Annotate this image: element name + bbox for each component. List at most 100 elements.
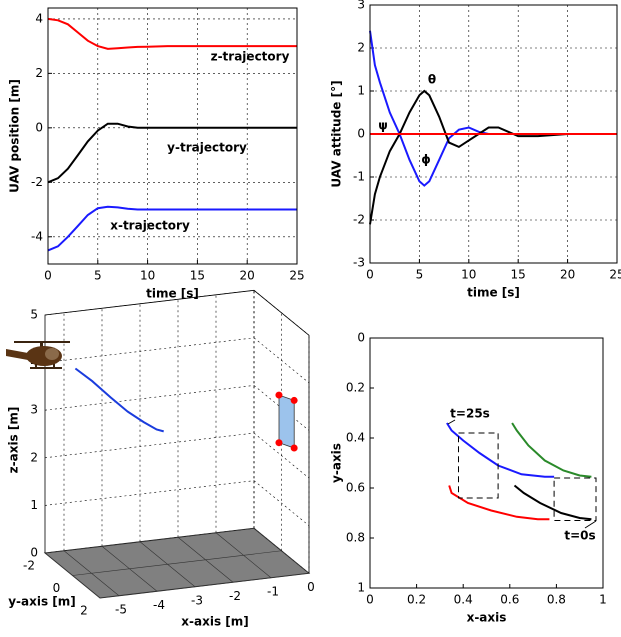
x-tick-label: 0.2 <box>407 593 426 607</box>
y-tick-label: -2 <box>23 559 35 573</box>
y-tick-label: 4 <box>35 11 43 25</box>
plot-frame <box>369 4 618 264</box>
z-tick-label: 1 <box>30 498 38 512</box>
helicopter-icon <box>6 341 70 369</box>
y-axis-label: UAV position [m] <box>8 79 22 193</box>
target-corner <box>275 439 283 447</box>
x-axis-label: time [s] <box>146 287 199 301</box>
y-tick-label: -1 <box>353 170 365 184</box>
x-tick-label: 10 <box>140 269 155 283</box>
annotation-connector <box>447 419 456 425</box>
floor-grid-line <box>99 572 310 599</box>
y-tick-label: -4 <box>31 229 43 243</box>
y-tick-label: 2 <box>35 66 43 80</box>
target-corner <box>290 396 298 404</box>
series-line <box>553 477 597 521</box>
grid-line <box>44 337 255 363</box>
x-tick-label: 0.6 <box>500 593 519 607</box>
x-axis-label: time [s] <box>467 286 520 300</box>
x-tick-label: 5 <box>416 268 424 282</box>
annotation-connector <box>584 520 597 529</box>
x-tick-label: 0 <box>366 593 374 607</box>
x-tick-label: -3 <box>191 593 203 607</box>
x-tick-label: -1 <box>267 584 279 598</box>
series-line <box>446 422 555 478</box>
y-tick-label: 0 <box>357 127 365 141</box>
annotation: x-trajectory <box>110 219 190 233</box>
x-tick-label: 25 <box>289 269 304 283</box>
x-tick-label: 5 <box>94 269 102 283</box>
series-line <box>47 205 297 252</box>
x-axis-label: x-axis <box>467 611 507 625</box>
x-tick-label: -4 <box>153 598 165 612</box>
y-tick-label: 2 <box>357 41 365 55</box>
y-tick-label: 1 <box>357 84 365 98</box>
annotation: ϕ <box>421 153 431 167</box>
z-axis-label: z-axis [m] <box>7 407 21 474</box>
y-tick-label: -2 <box>31 175 43 189</box>
floor-grid-line <box>44 527 255 554</box>
y-tick-label: 3 <box>357 0 365 12</box>
plot-frame <box>47 7 298 265</box>
series-line <box>448 485 550 521</box>
y-tick-label: -2 <box>353 213 365 227</box>
x-tick-label: 0.8 <box>547 593 566 607</box>
z-tick-label: 3 <box>30 403 38 417</box>
y-axis-label: y-axis <box>330 443 344 483</box>
grid-line <box>253 290 310 336</box>
z-tick-label: 0 <box>30 546 38 560</box>
trajectory-3d <box>74 367 164 433</box>
y-axis-label: UAV attitude [°] <box>330 80 344 187</box>
box-edge <box>44 289 310 574</box>
annotation: t=25s <box>450 407 490 421</box>
y-tick-label: 0.4 <box>346 431 365 445</box>
x-tick-label: 0.4 <box>454 593 473 607</box>
floor-grid-line <box>72 550 282 576</box>
plot-frame <box>369 337 604 589</box>
y-tick-label: 0.8 <box>346 531 365 545</box>
x-tick-label: 0 <box>44 269 52 283</box>
grid-line <box>253 480 310 526</box>
z-tick-label: 5 <box>30 308 38 322</box>
y-tick-label: 0 <box>357 331 365 345</box>
y-tick-label: 0.6 <box>346 481 365 495</box>
x-tick-label: 1 <box>599 593 607 607</box>
series-line <box>513 484 592 521</box>
series-line <box>47 122 297 184</box>
series-line <box>458 432 499 499</box>
x-tick-label: 10 <box>461 268 476 282</box>
x-tick-label: 25 <box>609 268 621 282</box>
series-line <box>47 17 297 50</box>
y-axis-label: y-axis [m] <box>8 595 76 609</box>
x-tick-label: 0 <box>307 580 315 594</box>
y-tick-label: 0 <box>53 581 61 595</box>
x-tick-label: 20 <box>240 269 255 283</box>
x-tick-label: -5 <box>115 602 127 616</box>
annotation: t=0s <box>564 529 595 543</box>
y-tick-label: -3 <box>353 256 365 270</box>
annotation: ψ <box>378 119 388 133</box>
y-tick-label: 1 <box>357 581 365 595</box>
annotation: y-trajectory <box>167 141 247 155</box>
grid-line <box>44 289 255 316</box>
grid-line <box>44 385 255 411</box>
z-tick-label: 2 <box>30 450 38 464</box>
grid-line <box>44 480 255 506</box>
y-tick-label: 2 <box>80 604 88 618</box>
target-corner <box>275 391 283 399</box>
x-tick-label: 15 <box>511 268 526 282</box>
x-tick-label: 0 <box>366 268 374 282</box>
target-corner <box>290 444 298 452</box>
plot-area <box>370 338 603 588</box>
plot-area <box>48 8 297 264</box>
x-tick-label: 15 <box>190 269 205 283</box>
y-tick-label: 0.2 <box>346 381 365 395</box>
x-tick-label: 20 <box>560 268 575 282</box>
y-tick-label: 0 <box>35 120 43 134</box>
grid-line <box>44 432 255 459</box>
x-tick-label: -2 <box>229 589 241 603</box>
annotation: θ <box>428 73 436 87</box>
x-axis-label: x-axis [m] <box>181 615 248 629</box>
